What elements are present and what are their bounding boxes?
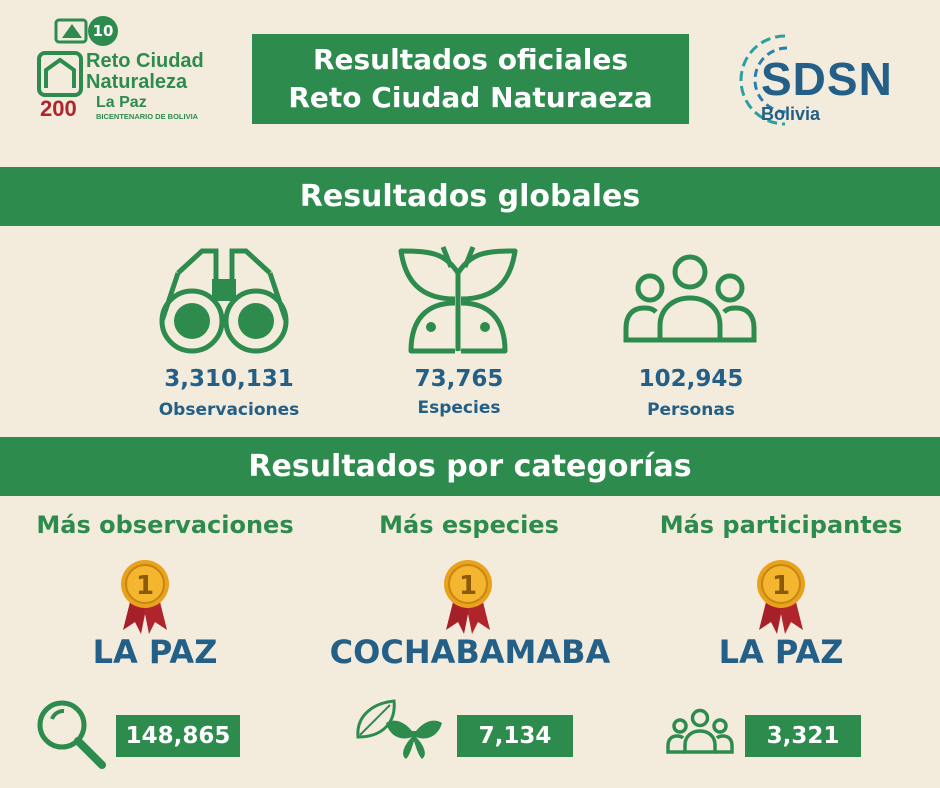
page-title-line2: Reto Ciudad Naturaeza (288, 81, 653, 114)
page-title: Resultados oficiales Reto Ciudad Naturae… (252, 34, 689, 124)
category-title: Más participantes (659, 511, 903, 539)
logo-subtitle: BICENTENARIO DE BOLIVIA (96, 112, 199, 121)
category-results-heading: Resultados por categorías (0, 437, 940, 496)
medal-rank: 1 (136, 571, 154, 601)
sdsn-name: SDSN (761, 53, 893, 105)
people-icon (623, 254, 757, 343)
medal-rank: 1 (459, 571, 477, 601)
category-winner: LA PAZ (92, 633, 218, 671)
magnifier-icon (37, 700, 106, 769)
page-title-line1: Resultados oficiales (312, 43, 629, 76)
butterfly-icon (398, 246, 518, 354)
binoculars-icon (159, 248, 289, 354)
category-value: 148,865 (116, 715, 240, 757)
global-results-heading: Resultados globales (0, 167, 940, 226)
sdsn-country: Bolivia (761, 104, 821, 124)
logo-line2: Naturaleza (86, 71, 188, 93)
leaf-logo-icon (54, 18, 88, 44)
sdsn-logo: SDSN Bolivia (725, 30, 910, 130)
edition-badge: 10 (88, 16, 118, 46)
reto-ciudad-naturaleza-logo: 10 Reto Ciudad Naturaleza 200 La Paz BIC… (36, 16, 226, 126)
category-value: 7,134 (457, 715, 573, 757)
people-icon (666, 708, 734, 754)
stat-label: Especies (417, 398, 501, 418)
stat-label: Personas (647, 400, 735, 420)
category-winner: LA PAZ (718, 633, 844, 671)
category-title: Más especies (379, 511, 559, 539)
city-nature-icon (37, 51, 83, 97)
leaf-butterfly-icon (356, 699, 442, 759)
logo-city: La Paz (96, 94, 147, 111)
medal-rank: 1 (772, 571, 790, 601)
gold-medal-icon: 1 (444, 560, 492, 634)
gold-medal-icon: 1 (757, 560, 805, 634)
logo-line1: Reto Ciudad (86, 50, 204, 72)
gold-medal-icon: 1 (121, 560, 169, 634)
sdsn-arc-icon (739, 34, 788, 126)
stat-value: 3,310,131 (164, 366, 294, 392)
stat-value: 73,765 (414, 366, 504, 392)
category-title: Más observaciones (36, 511, 294, 539)
stat-label: Observaciones (158, 400, 300, 420)
category-value: 3,321 (745, 715, 861, 757)
category-winner: COCHABAMABA (329, 633, 611, 671)
bicentenario-mark: 200 (40, 96, 77, 121)
stat-value: 102,945 (638, 366, 744, 392)
